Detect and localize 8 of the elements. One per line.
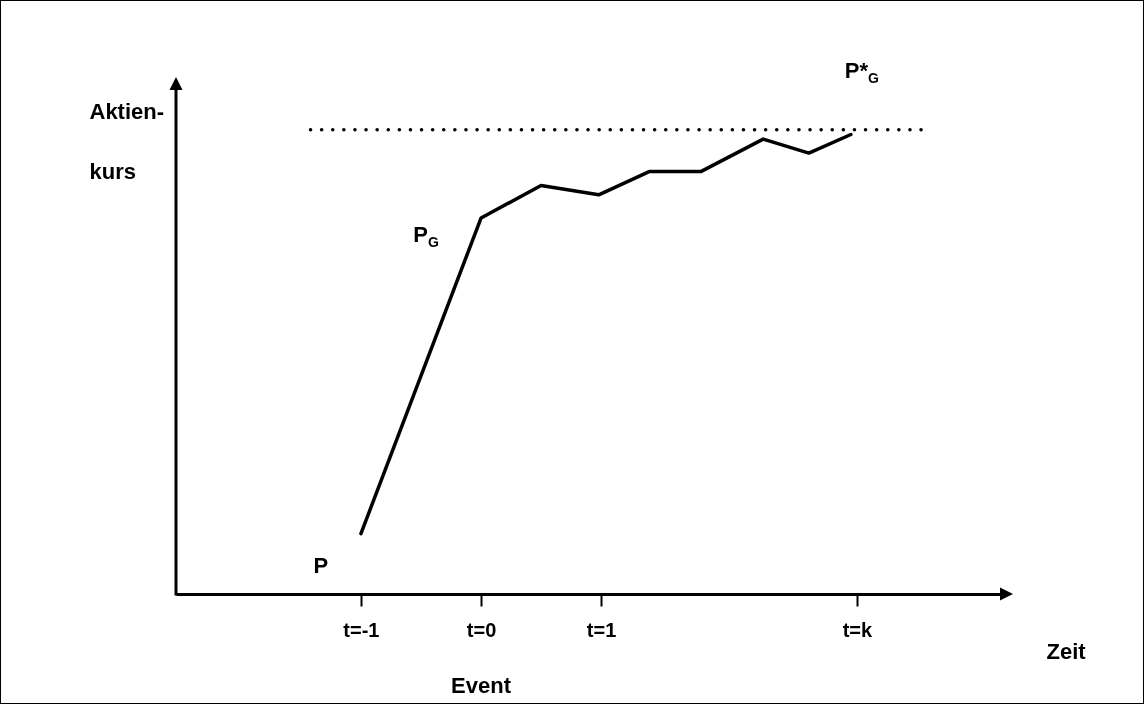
x-tick-label: t=-1 [343, 618, 380, 641]
text: Event [451, 673, 512, 698]
x-tick-label: t=k [842, 618, 873, 641]
text: Aktien- kurs [89, 98, 165, 184]
x-tick-label: t=1 [586, 618, 617, 641]
x-axis-title: Zeit [1046, 638, 1087, 664]
annotation: P [313, 552, 329, 578]
x-tick-label: t=0 [466, 618, 497, 641]
